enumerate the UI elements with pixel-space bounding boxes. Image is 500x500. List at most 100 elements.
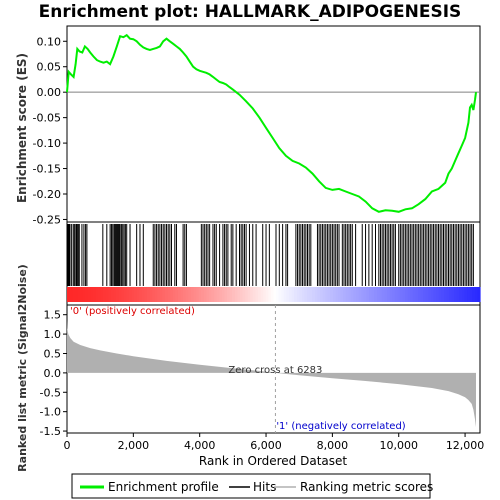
rank-color-cell [154,287,158,302]
metric-y-axis: 1.5 1.0 0.5 0.0 -0.5 -1.0 -1.5 [40,309,67,438]
rank-color-cell [340,287,344,302]
rank-color-cell [147,287,151,302]
legend: Enrichment profile Hits Ranking metric s… [71,473,433,499]
rank-color-cell [296,287,300,302]
rank-color-cell [211,287,215,302]
rank-color-cell [397,287,401,302]
rank-color-cell [307,287,311,302]
rank-color-cell [180,287,184,302]
rank-color-cell [87,287,91,302]
es-y-tick-label: -0.15 [33,163,61,176]
hit-marks [67,224,474,286]
rank-color-cell [103,287,107,302]
rank-color-cell [456,287,460,302]
rank-color-cell [461,287,466,302]
rank-color-cell [159,287,164,302]
x-tick-label: 2,000 [118,439,150,452]
rank-color-cell [242,287,246,302]
rank-color-cell [325,287,329,302]
rank-color-cell [139,287,143,302]
rank-color-cell [283,287,288,302]
rank-color-cell [131,287,135,302]
rank-color-cell [92,287,96,302]
rank-color-bar [67,287,481,302]
rank-color-cell [338,287,342,302]
metric-y-tick-label: 1.0 [44,328,62,341]
rank-color-cell [278,287,282,302]
rank-color-cell [299,287,303,302]
rank-color-cell [165,287,169,302]
rank-color-cell [358,287,362,302]
x-tick-label: 6,000 [250,439,282,452]
rank-color-cell [214,287,218,302]
rank-color-cell [219,287,223,302]
hits-panel [66,221,481,306]
pos-correlated-label: '0' (positively correlated) [70,306,195,317]
rank-color-cell [203,287,207,302]
rank-color-cell [232,287,236,302]
rank-color-cell [281,287,285,302]
chart-title: Enrichment plot: HALLMARK_ADIPOGENESIS [39,2,462,22]
rank-color-cell [335,287,339,302]
rank-color-cell [196,287,200,302]
metric-y-tick-label: 0.0 [44,367,62,380]
rank-color-cell [252,287,257,302]
rank-color-cell [381,287,386,302]
rank-color-cell [286,287,290,302]
rank-color-cell [410,287,414,302]
rank-color-cell [418,287,422,302]
rank-color-cell [343,287,347,302]
rank-color-cell [363,287,368,302]
rank-color-cell [224,287,228,302]
legend-es-label: Enrichment profile [108,480,219,494]
x-axis-label: Rank in Ordered Dataset [199,454,347,468]
rank-color-cell [77,287,81,302]
rank-color-cell [402,287,406,302]
rank-color-cell [113,287,117,302]
metric-panel: 1.5 1.0 0.5 0.0 -0.5 -1.0 -1.5 0 2,000 4,000 6,00… [16,264,484,472]
rank-color-cell [304,287,308,302]
es-y-label: Enrichment score (ES) [15,53,29,203]
rank-color-cell [270,287,275,302]
rank-color-cell [229,287,233,302]
rank-color-cell [69,287,73,302]
es-y-tick-label: -0.05 [33,112,61,125]
rank-color-cell [206,287,210,302]
rank-color-cell [185,287,189,302]
rank-color-cell [436,287,440,302]
metric-y-tick-label: -1.0 [40,406,61,419]
rank-color-cell [459,287,463,302]
metric-x-axis: 0 2,000 4,000 6,000 8,000 10,000 12,000 [64,433,484,452]
rank-color-cell [123,287,127,302]
rank-color-cell [276,287,280,302]
rank-color-cell [188,287,192,302]
zero-cross-label: Zero cross at 6283 [228,365,322,376]
es-plot-frame [66,25,481,223]
rank-color-cell [423,287,427,302]
rank-color-cell [350,287,355,302]
rank-color-cell [469,287,473,302]
rank-color-cell [366,287,370,302]
rank-color-cell [97,287,102,302]
es-y-tick-label: -0.10 [33,137,61,150]
rank-color-cell [110,287,115,302]
rank-color-cell [472,287,476,302]
rank-color-cell [415,287,419,302]
rank-color-cell [356,287,360,302]
es-y-tick-label: 0.00 [37,86,62,99]
rank-color-cell [433,287,437,302]
rank-color-cell [72,287,76,302]
rank-color-cell [443,287,448,302]
rank-color-cell [394,287,398,302]
rank-color-cell [128,287,133,302]
rank-color-cell [201,287,205,302]
rank-color-cell [190,287,195,302]
rank-color-cell [301,287,306,302]
rank-color-cell [157,287,161,302]
rank-color-cell [250,287,254,302]
rank-color-cell [263,287,267,302]
rank-color-cell [430,287,435,302]
rank-color-cell [387,287,391,302]
es-y-tick-label: 0.10 [37,35,62,48]
rank-color-cell [467,287,471,302]
